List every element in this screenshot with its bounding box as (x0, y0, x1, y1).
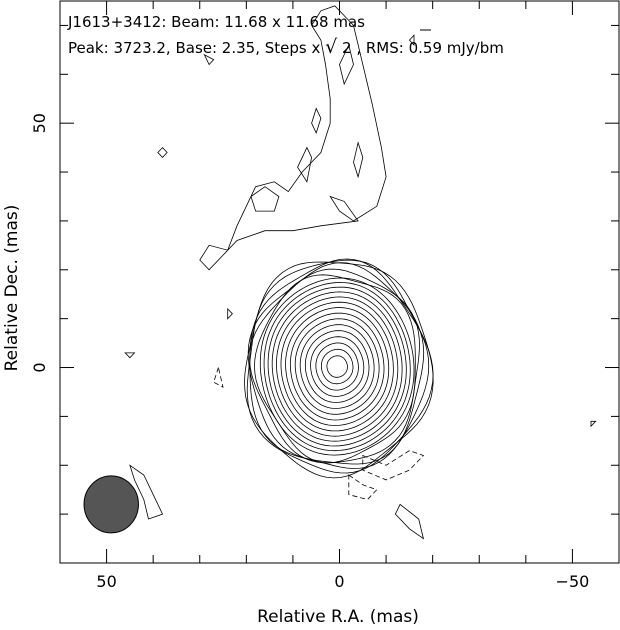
core-contour (289, 312, 385, 421)
chart-title-line1: J1613+3412: Beam: 11.68 x 11.68 mas (67, 13, 365, 31)
core-contour (267, 286, 407, 447)
core-contour (299, 324, 375, 409)
plot-frame (59, 0, 620, 564)
chart-title-line2-prefix: Peak: 3723.2, Base: 2.35, Steps x (68, 39, 325, 57)
negative-contour (213, 366, 224, 388)
noise-contour (203, 53, 215, 66)
core-contour (263, 281, 411, 452)
noise-contour (394, 503, 425, 540)
x-axis-label: Relative R.A. (mas) (257, 607, 419, 627)
chart-title-line2: Peak: 3723.2, Base: 2.35, Steps x √ 2 , … (68, 36, 504, 58)
core-contour (271, 291, 403, 442)
noise-contour (124, 352, 136, 359)
y-tick-label: 0 (30, 362, 49, 372)
core-contour (254, 274, 416, 464)
x-tick-label: 0 (334, 572, 344, 591)
core-contour (249, 268, 420, 464)
negative-contour (348, 474, 378, 500)
core-contour (315, 342, 359, 391)
core-contour (326, 355, 348, 378)
jet-inner-contour (339, 43, 354, 86)
y-axis-label: Relative Dec. (mas) (2, 205, 22, 372)
core-contour (280, 301, 394, 432)
noise-contour (590, 420, 597, 428)
x-tick-label: −50 (556, 572, 590, 591)
sqrt-symbol: √ (325, 36, 338, 58)
noise-contour (157, 147, 168, 158)
noise-contour (408, 34, 415, 47)
contour-layer (124, 5, 597, 540)
core-contour (247, 262, 425, 465)
jet-inner-contour (353, 141, 364, 179)
core-contour (294, 318, 380, 415)
beam-layer (83, 475, 139, 534)
jet-inner-contour (297, 146, 313, 183)
x-tick-label: 50 (96, 572, 116, 591)
jet-inner-contour (250, 186, 280, 212)
core-contour (285, 307, 390, 427)
sqrt-value: 2 (342, 39, 352, 57)
core-contour (276, 296, 399, 437)
core-contour (244, 261, 434, 479)
y-tick-label: 50 (30, 113, 49, 133)
jet-outer-contour (199, 5, 387, 271)
core-contour (304, 330, 370, 403)
noise-contour (227, 307, 233, 320)
beam-ellipse (83, 475, 139, 534)
tick-layer: 50 0 −50 50 0 (30, 1, 619, 591)
chart-title-line2-suffix: , RMS: 0.59 mJy/bm (356, 39, 504, 57)
core-contour (321, 348, 354, 385)
jet-inner-contour (311, 107, 322, 134)
noise-contour (129, 464, 164, 520)
core-contour (310, 336, 365, 397)
core-contour (259, 277, 415, 456)
